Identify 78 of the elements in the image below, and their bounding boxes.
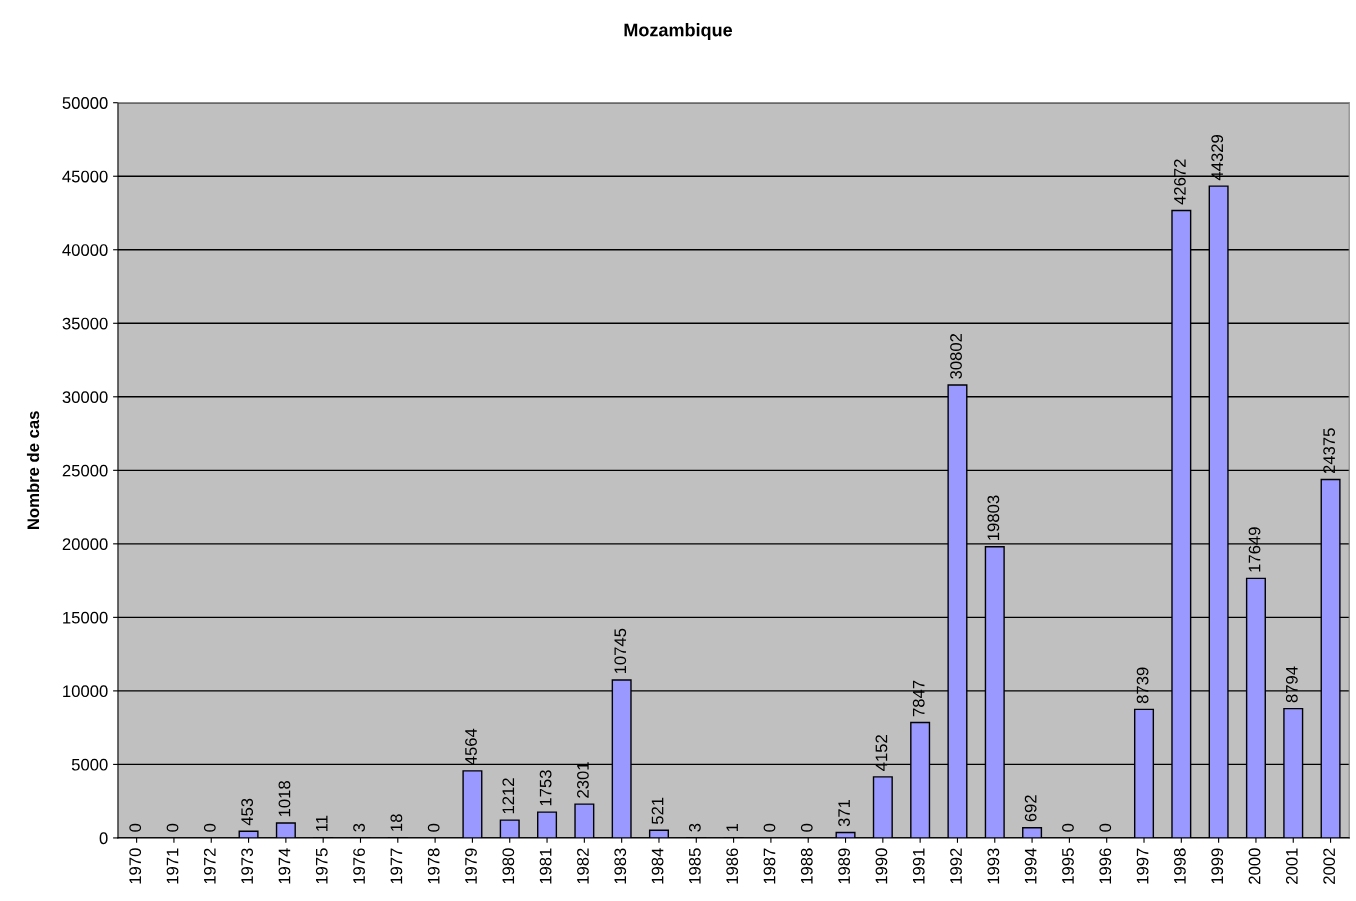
y-tick-label: 25000 bbox=[62, 464, 108, 477]
data-label: 4564 bbox=[465, 728, 477, 765]
y-tick-label: 30000 bbox=[62, 391, 108, 403]
data-label: 1018 bbox=[278, 781, 291, 817]
data-label: 1 bbox=[726, 823, 738, 832]
x-tick-label: 1998 bbox=[1173, 848, 1186, 884]
data-label: 1753 bbox=[539, 770, 552, 806]
x-tick-label: 2002 bbox=[1323, 848, 1336, 884]
x-tick-label: 1982 bbox=[577, 848, 589, 884]
data-label: 0 bbox=[1062, 823, 1074, 832]
x-tick-label: 1975 bbox=[315, 848, 328, 884]
x-tick-label: 1987 bbox=[763, 848, 776, 884]
x-tick-label: 1986 bbox=[726, 848, 739, 884]
data-label: 2301 bbox=[577, 762, 589, 798]
data-label: 371 bbox=[838, 799, 850, 827]
data-label: 1212 bbox=[502, 778, 515, 814]
data-label: 18 bbox=[390, 814, 403, 831]
y-axis-title: Nombre de cas bbox=[26, 411, 40, 529]
data-label: 3 bbox=[353, 823, 365, 832]
x-tick-label: 1988 bbox=[800, 848, 813, 884]
x-tick-label: 1976 bbox=[353, 848, 365, 884]
x-tick-label: 1977 bbox=[390, 848, 403, 884]
x-tick-label: 1991 bbox=[912, 848, 925, 884]
y-tick-label: 5000 bbox=[71, 758, 108, 771]
x-tick-label: 1997 bbox=[1136, 848, 1149, 884]
x-tick-label: 1985 bbox=[688, 848, 701, 884]
x-tick-label: 1981 bbox=[539, 848, 552, 884]
data-label: 11 bbox=[316, 815, 328, 831]
x-tick-label: 1978 bbox=[427, 848, 440, 884]
x-tick-label: 2001 bbox=[1285, 848, 1298, 884]
x-tick-label: 1999 bbox=[1211, 848, 1224, 884]
y-tick-label: 20000 bbox=[62, 538, 108, 551]
data-label: 453 bbox=[241, 798, 254, 826]
x-tick-label: 1974 bbox=[278, 848, 291, 884]
x-tick-label: 1973 bbox=[241, 848, 254, 884]
data-label: 0 bbox=[129, 823, 142, 832]
y-tick-label: 45000 bbox=[62, 170, 108, 183]
data-label: 521 bbox=[651, 797, 664, 825]
data-label: 8794 bbox=[1285, 666, 1298, 703]
y-tick-label: 35000 bbox=[62, 317, 108, 330]
x-tick-label: 1994 bbox=[1024, 848, 1037, 884]
x-tick-label: 1995 bbox=[1062, 848, 1074, 884]
data-label: 30802 bbox=[950, 333, 962, 379]
x-tick-label: 2000 bbox=[1248, 848, 1261, 884]
x-tick-label: 1972 bbox=[203, 848, 216, 884]
data-label: 8739 bbox=[1136, 667, 1149, 704]
y-tick-label: 0 bbox=[99, 832, 108, 845]
y-tick-label: 50000 bbox=[62, 97, 108, 109]
data-label: 0 bbox=[1099, 823, 1112, 832]
data-label: 0 bbox=[203, 823, 216, 832]
data-label: 19803 bbox=[987, 495, 1000, 540]
x-tick-label: 1979 bbox=[465, 848, 477, 884]
data-label: 0 bbox=[800, 823, 813, 832]
x-tick-label: 1980 bbox=[502, 848, 515, 884]
data-label: 0 bbox=[427, 823, 440, 832]
data-label: 0 bbox=[763, 823, 776, 832]
data-label: 17649 bbox=[1248, 527, 1261, 572]
data-label: 44329 bbox=[1211, 134, 1224, 181]
x-tick-label: 1983 bbox=[614, 848, 627, 884]
x-tick-label: 1984 bbox=[651, 848, 664, 884]
x-tick-label: 1970 bbox=[129, 848, 142, 884]
data-label: 42672 bbox=[1173, 159, 1186, 205]
x-tick-label: 1996 bbox=[1099, 848, 1112, 884]
data-label: 0 bbox=[166, 823, 179, 832]
chart-title: Mozambique bbox=[624, 23, 733, 40]
y-tick-label: 10000 bbox=[63, 685, 108, 698]
data-label: 7847 bbox=[912, 680, 925, 717]
data-label: 3 bbox=[688, 823, 701, 832]
data-label: 24375 bbox=[1323, 428, 1336, 474]
y-tick-label: 15000 bbox=[63, 611, 108, 624]
x-tick-label: 1992 bbox=[950, 848, 962, 884]
y-tick-label: 40000 bbox=[62, 244, 108, 256]
data-label: 692 bbox=[1024, 795, 1037, 822]
data-label: 10745 bbox=[614, 628, 627, 674]
x-tick-label: 1971 bbox=[166, 848, 179, 884]
x-tick-label: 1989 bbox=[838, 848, 850, 884]
x-tick-label: 1993 bbox=[987, 848, 1000, 884]
x-tick-label: 1990 bbox=[875, 848, 888, 884]
